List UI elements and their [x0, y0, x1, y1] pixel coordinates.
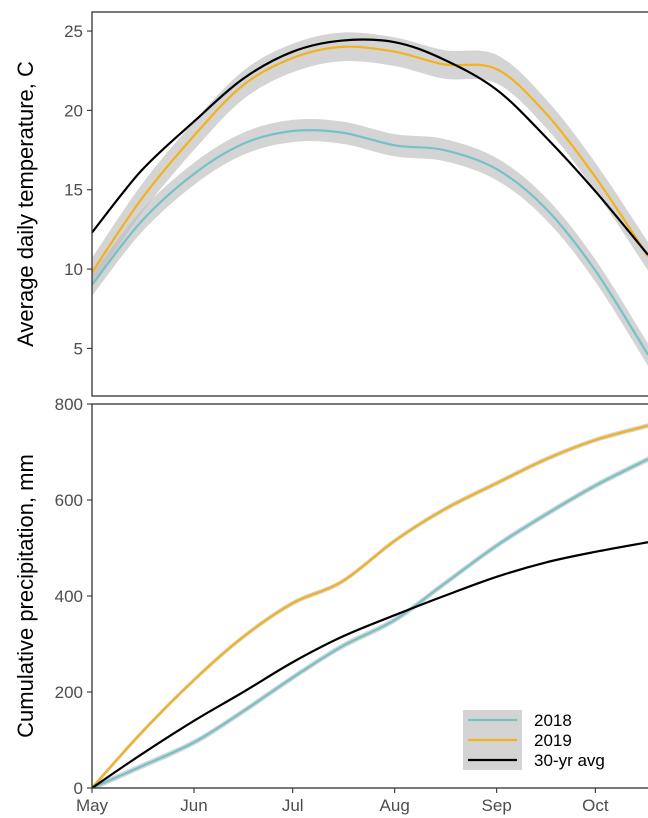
legend-label-30-yr-avg: 30-yr avg: [534, 751, 605, 770]
series-line-30-yr-avg: [92, 38, 648, 256]
x-tick-label: May: [76, 796, 109, 815]
y-axis-title: Cumulative precipitation, mm: [13, 454, 38, 738]
y-tick-label: 5: [74, 339, 83, 358]
x-axis: May Jun Jul Aug Sep Oct: [76, 788, 609, 815]
ribbon-2018: [92, 456, 648, 788]
y-tick-label: 10: [64, 260, 83, 279]
y-tick-label: 0: [74, 779, 83, 798]
y-tick-label: 800: [55, 395, 83, 414]
series-line-2019: [92, 45, 648, 273]
x-tick-label: Jul: [282, 796, 304, 815]
y-tick-label: 25: [64, 22, 83, 41]
x-tick-label: Sep: [482, 796, 512, 815]
series-line-2018: [92, 458, 648, 788]
y-tick-label: 400: [55, 587, 83, 606]
y-tick-label: 600: [55, 491, 83, 510]
x-tick-label: Oct: [582, 796, 609, 815]
ribbon-2018: [92, 118, 648, 366]
series-line-30-yr-avg: [92, 541, 648, 788]
legend-label-2019: 2019: [534, 731, 572, 750]
y-tick-label: 15: [64, 181, 83, 200]
x-tick-label: Aug: [380, 796, 410, 815]
ribbon-2019: [92, 32, 648, 287]
panel-border: [91, 11, 648, 397]
temperature-panel: 5 10 15 20 25 Average daily temperature, C: [13, 11, 648, 397]
series-line-2018: [92, 128, 648, 356]
legend-label-2018: 2018: [534, 711, 572, 730]
x-tick-label: Jun: [180, 796, 207, 815]
y-axis-title: Average daily temperature, C: [13, 61, 38, 347]
y-tick-label: 20: [64, 101, 83, 120]
y-tick-label: 200: [55, 683, 83, 702]
precipitation-panel: 0 200 400 600 800 Cumulative precipitation, m…: [13, 395, 648, 798]
series-line-2019: [92, 424, 648, 788]
